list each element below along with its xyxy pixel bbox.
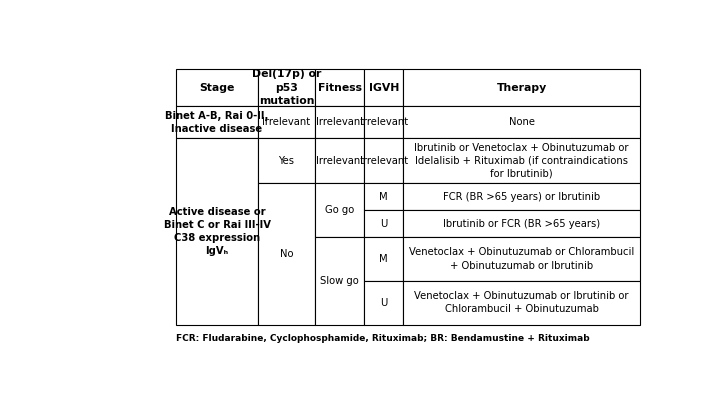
Bar bbox=[176, 138, 258, 324]
Bar bbox=[364, 210, 403, 237]
Text: Irrelevant: Irrelevant bbox=[262, 117, 310, 127]
Text: Go go: Go go bbox=[325, 205, 354, 215]
Text: Irrelevant: Irrelevant bbox=[315, 117, 364, 127]
Bar bbox=[258, 138, 315, 183]
Text: Fitness: Fitness bbox=[318, 83, 361, 92]
Bar bbox=[315, 183, 364, 237]
Bar bbox=[258, 106, 315, 138]
Text: Binet A-B, Rai 0-II,
Inactive disease: Binet A-B, Rai 0-II, Inactive disease bbox=[166, 111, 269, 134]
Bar bbox=[403, 106, 639, 138]
Text: U: U bbox=[380, 298, 387, 308]
Bar bbox=[403, 69, 639, 106]
Text: Stage: Stage bbox=[199, 83, 235, 92]
Text: Slow go: Slow go bbox=[320, 276, 359, 286]
Bar bbox=[403, 210, 639, 237]
Text: M: M bbox=[379, 254, 388, 264]
Text: Del(17p) or
p53
mutation: Del(17p) or p53 mutation bbox=[252, 69, 321, 106]
Text: Venetoclax + Obinutuzumab or Chlorambucil
+ Obinutuzumab or Ibrutinib: Venetoclax + Obinutuzumab or Chlorambuci… bbox=[409, 247, 634, 271]
Text: Active disease or
Binet C or Rai III-IV
C38 expression
IgVₕ: Active disease or Binet C or Rai III-IV … bbox=[163, 207, 271, 256]
Text: U: U bbox=[380, 219, 387, 229]
Bar bbox=[403, 237, 639, 281]
Text: Irrelevant: Irrelevant bbox=[360, 117, 408, 127]
Text: No: No bbox=[280, 249, 293, 259]
Text: Ibrutinib or Venetoclax + Obinutuzumab or
Idelalisib + Rituximab (if contraindic: Ibrutinib or Venetoclax + Obinutuzumab o… bbox=[414, 143, 629, 179]
Bar bbox=[176, 106, 258, 138]
Text: M: M bbox=[379, 192, 388, 202]
Bar bbox=[315, 69, 364, 106]
Bar bbox=[364, 183, 403, 210]
Text: Irrelevant: Irrelevant bbox=[315, 156, 364, 166]
Bar bbox=[403, 138, 639, 183]
Text: Venetoclax + Obinutuzumab or Ibrutinib or
Chlorambucil + Obinutuzumab: Venetoclax + Obinutuzumab or Ibrutinib o… bbox=[414, 291, 629, 314]
Bar bbox=[364, 106, 403, 138]
Bar bbox=[258, 183, 315, 324]
Text: None: None bbox=[508, 117, 534, 127]
Bar bbox=[364, 138, 403, 183]
Text: Therapy: Therapy bbox=[496, 83, 546, 92]
Text: FCR: Fludarabine, Cyclophosphamide, Rituximab; BR: Bendamustine + Rituximab: FCR: Fludarabine, Cyclophosphamide, Ritu… bbox=[176, 334, 590, 343]
Bar bbox=[176, 69, 258, 106]
Bar bbox=[315, 237, 364, 324]
Bar bbox=[315, 106, 364, 138]
Bar bbox=[403, 183, 639, 210]
Bar bbox=[315, 138, 364, 183]
Bar bbox=[364, 281, 403, 324]
Text: IGVH: IGVH bbox=[369, 83, 399, 92]
Text: FCR (BR >65 years) or Ibrutinib: FCR (BR >65 years) or Ibrutinib bbox=[443, 192, 600, 202]
Bar bbox=[364, 69, 403, 106]
Bar bbox=[403, 281, 639, 324]
Bar bbox=[364, 237, 403, 281]
Bar bbox=[258, 69, 315, 106]
Text: Ibrutinib or FCR (BR >65 years): Ibrutinib or FCR (BR >65 years) bbox=[443, 219, 600, 229]
Text: Irrelevant: Irrelevant bbox=[360, 156, 408, 166]
Text: Yes: Yes bbox=[279, 156, 294, 166]
